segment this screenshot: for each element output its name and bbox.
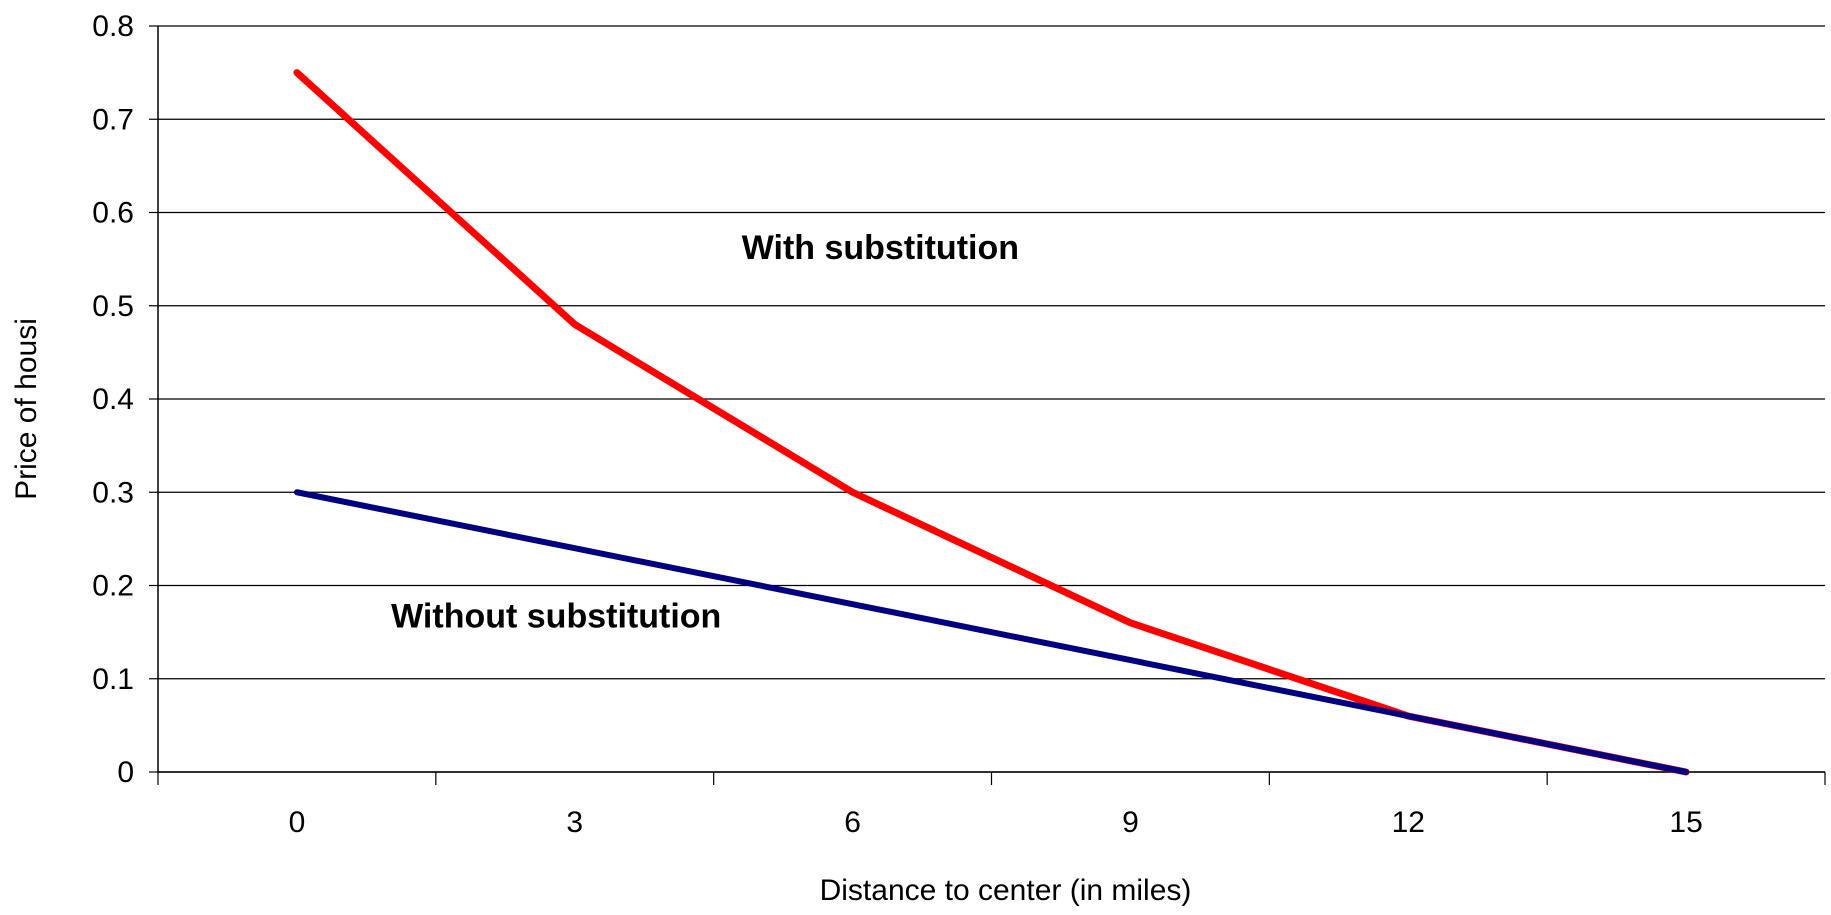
y-tick-label: 0.3	[92, 476, 134, 509]
x-tick-label: 3	[566, 806, 583, 839]
annotation-label: Without substitution	[391, 597, 721, 635]
x-tick-label: 15	[1669, 806, 1702, 839]
y-tick-label: 0.4	[92, 383, 134, 416]
y-axis-title: Price of housi	[10, 318, 43, 500]
y-tick-label: 0.8	[92, 10, 134, 43]
series-line-with-substitution	[293, 69, 1690, 776]
x-tick-label: 0	[289, 806, 306, 839]
series-line-without-substitution	[293, 489, 1690, 775]
annotation-label: With substitution	[742, 229, 1019, 267]
x-tick-label: 12	[1392, 806, 1425, 839]
y-tick-label: 0.5	[92, 290, 134, 323]
x-tick-label: 9	[1122, 806, 1139, 839]
x-axis-title: Distance to center (in miles)	[820, 874, 1192, 907]
x-tick-label: 6	[844, 806, 861, 839]
y-tick-label: 0.1	[92, 663, 134, 696]
y-tick-label: 0.2	[92, 570, 134, 603]
y-tick-label: 0	[117, 756, 134, 789]
y-tick-label: 0.7	[92, 103, 134, 136]
y-tick-label: 0.6	[92, 197, 134, 230]
